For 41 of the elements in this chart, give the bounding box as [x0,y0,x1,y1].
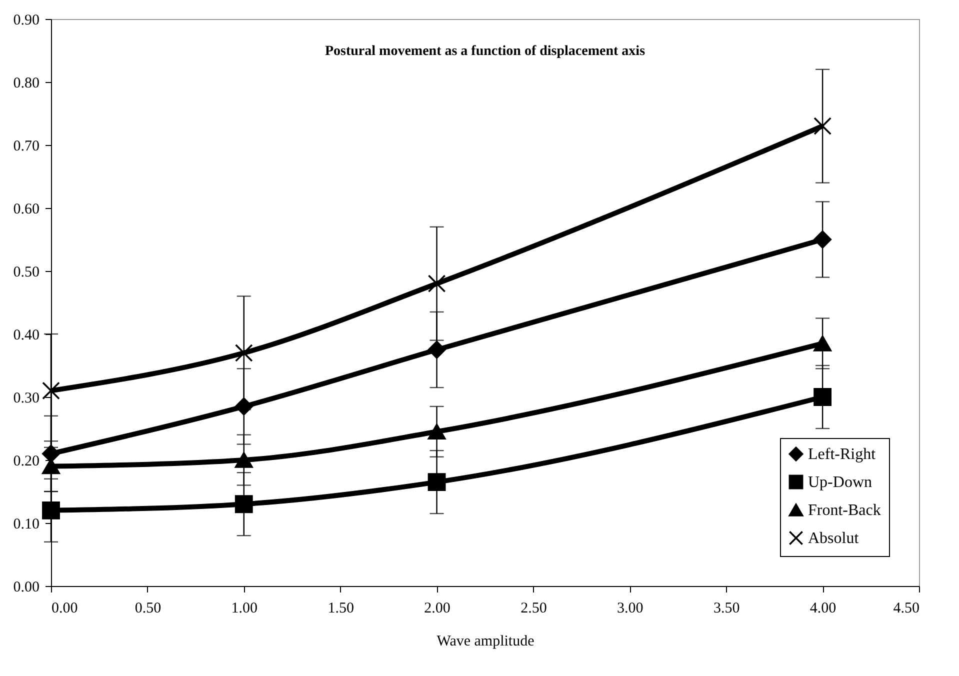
y-tick-label: 0.10 [13,516,40,532]
legend-label: Absolut [808,530,860,547]
point [234,452,253,468]
x-tick-label: 1.50 [328,600,354,616]
legend-label: Left-Right [808,446,876,463]
point [428,424,446,440]
x-tick-label: 4.00 [810,600,836,616]
point [42,501,60,520]
point [234,495,253,514]
x-tick-label: 1.00 [231,600,258,616]
y-tick-label: 0.90 [13,12,40,28]
x-tick-label: 0.00 [52,600,78,616]
text: Postural movement as a function of displacement axis [324,44,646,59]
legend-label: Front-Back [808,502,881,519]
x-tick-label: 2.50 [520,600,547,616]
x-tick-label: 2.00 [424,600,450,616]
point [428,340,446,359]
y-tick-label: 0.80 [13,76,40,92]
point [234,397,253,416]
point [428,274,446,293]
y-tick-label: 0.40 [13,328,40,344]
y-tick-label: 0.60 [13,202,40,218]
point [814,230,832,248]
x-tick-label: 3.00 [617,600,644,616]
point [814,388,832,406]
y-tick-label: 0.50 [13,264,40,280]
y-tick-label: 0.20 [13,454,40,470]
x-tick-label: 4.50 [893,600,920,616]
y-tick-label: 0.70 [13,138,40,154]
y-tick-label: 0.30 [13,390,40,406]
point [814,117,832,136]
point [814,336,832,352]
x-axis-title: Wave amplitude [436,634,535,650]
point [42,382,60,400]
point [234,344,253,362]
point [42,444,60,463]
point [428,473,446,492]
x-tick-label: 0.50 [134,600,162,616]
x-tick-label: 3.50 [713,600,740,616]
y-tick-label: 0.00 [13,580,40,596]
legend-label: Up-Down [808,474,872,491]
